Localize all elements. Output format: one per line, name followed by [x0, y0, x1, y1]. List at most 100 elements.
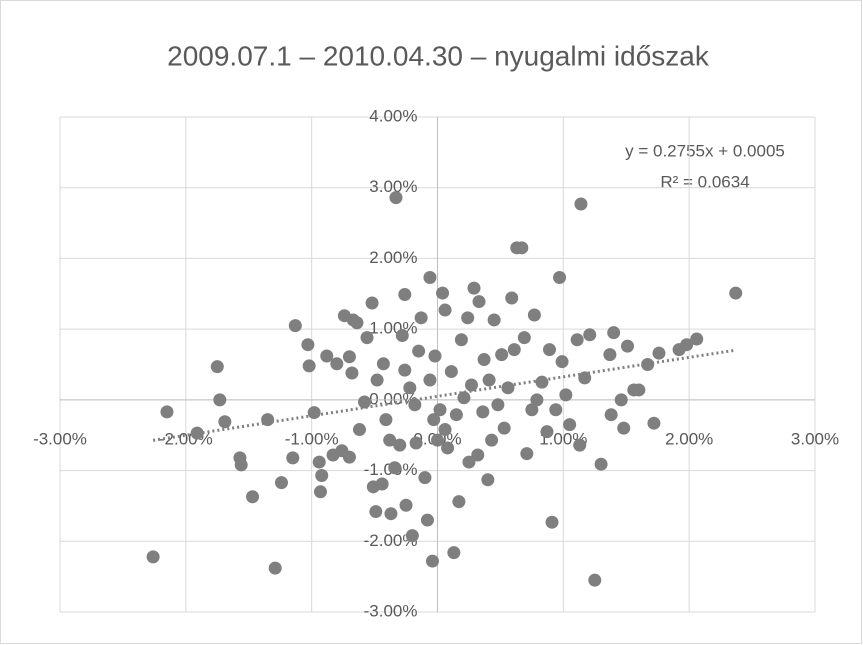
- point: [315, 469, 329, 483]
- point: [389, 191, 403, 205]
- point: [444, 365, 458, 379]
- point: [418, 471, 432, 485]
- point: [313, 485, 327, 499]
- point: [578, 371, 592, 385]
- chart-title: 2009.07.1 – 2010.04.30 – nyugalmi idősza…: [167, 40, 710, 71]
- point: [588, 573, 602, 587]
- point: [467, 281, 481, 295]
- point: [540, 425, 554, 439]
- y-tick-label: 3.00%: [369, 177, 417, 196]
- point: [471, 448, 485, 462]
- point: [274, 476, 288, 490]
- point: [412, 344, 426, 358]
- point: [553, 271, 567, 285]
- point: [307, 406, 321, 420]
- y-tick-label: -2.00%: [364, 531, 418, 550]
- point: [234, 458, 248, 472]
- point: [652, 346, 666, 360]
- point: [501, 381, 515, 395]
- point: [447, 546, 461, 560]
- point: [210, 360, 224, 374]
- point: [420, 513, 434, 527]
- point: [461, 311, 475, 325]
- y-tick-label: -3.00%: [364, 601, 418, 620]
- point: [398, 287, 412, 301]
- point: [409, 436, 423, 450]
- point: [388, 461, 402, 475]
- point: [399, 498, 413, 512]
- point: [449, 408, 463, 422]
- point: [438, 423, 452, 437]
- point: [549, 403, 563, 417]
- point: [345, 366, 359, 380]
- x-tick-label: -1.00%: [285, 429, 339, 448]
- point: [425, 554, 439, 568]
- point: [542, 343, 556, 357]
- point: [632, 383, 646, 397]
- point: [342, 450, 356, 464]
- point: [485, 433, 499, 447]
- point: [680, 338, 694, 352]
- point: [476, 405, 490, 419]
- x-tick-label: -2.00%: [159, 429, 213, 448]
- point: [497, 421, 511, 435]
- point: [690, 332, 704, 346]
- point: [427, 413, 441, 427]
- point: [301, 338, 315, 352]
- point: [213, 393, 227, 407]
- point: [431, 433, 444, 447]
- point: [379, 413, 393, 427]
- point: [454, 333, 468, 347]
- point: [383, 433, 397, 447]
- point: [729, 286, 743, 300]
- y-tick-label: 2.00%: [369, 248, 417, 267]
- point: [525, 403, 539, 417]
- point: [342, 350, 356, 364]
- point: [302, 359, 316, 373]
- point: [423, 271, 437, 285]
- point: [246, 490, 260, 504]
- trendline: [152, 348, 736, 442]
- point: [288, 319, 302, 333]
- point: [286, 451, 300, 465]
- point: [594, 457, 608, 471]
- point: [507, 343, 521, 357]
- y-tick-label: 4.00%: [369, 106, 417, 125]
- point: [527, 308, 541, 322]
- point: [487, 313, 501, 327]
- point: [438, 303, 452, 317]
- x-tick-label: 2.00%: [665, 429, 713, 448]
- point: [462, 455, 476, 469]
- point: [370, 373, 384, 387]
- x-tick-label: -3.00%: [33, 429, 87, 448]
- trendline-r-squared: R² = 0.0634: [660, 172, 749, 191]
- point: [481, 473, 495, 487]
- point: [573, 438, 587, 452]
- point: [603, 348, 617, 362]
- point: [268, 561, 282, 575]
- point: [350, 316, 364, 330]
- point: [535, 375, 549, 389]
- point: [614, 393, 628, 407]
- point: [464, 378, 478, 392]
- point: [352, 423, 366, 437]
- point: [398, 363, 412, 377]
- point: [395, 329, 409, 343]
- point: [574, 197, 588, 211]
- point: [530, 393, 544, 407]
- point: [570, 333, 584, 347]
- point: [491, 398, 505, 412]
- point: [160, 405, 174, 419]
- point: [320, 349, 334, 363]
- point: [312, 455, 326, 469]
- point: [604, 408, 618, 422]
- point: [330, 357, 344, 371]
- point: [457, 391, 471, 405]
- point: [517, 331, 531, 345]
- point: [472, 295, 486, 309]
- point: [583, 328, 597, 342]
- point: [376, 357, 390, 371]
- point: [405, 529, 419, 543]
